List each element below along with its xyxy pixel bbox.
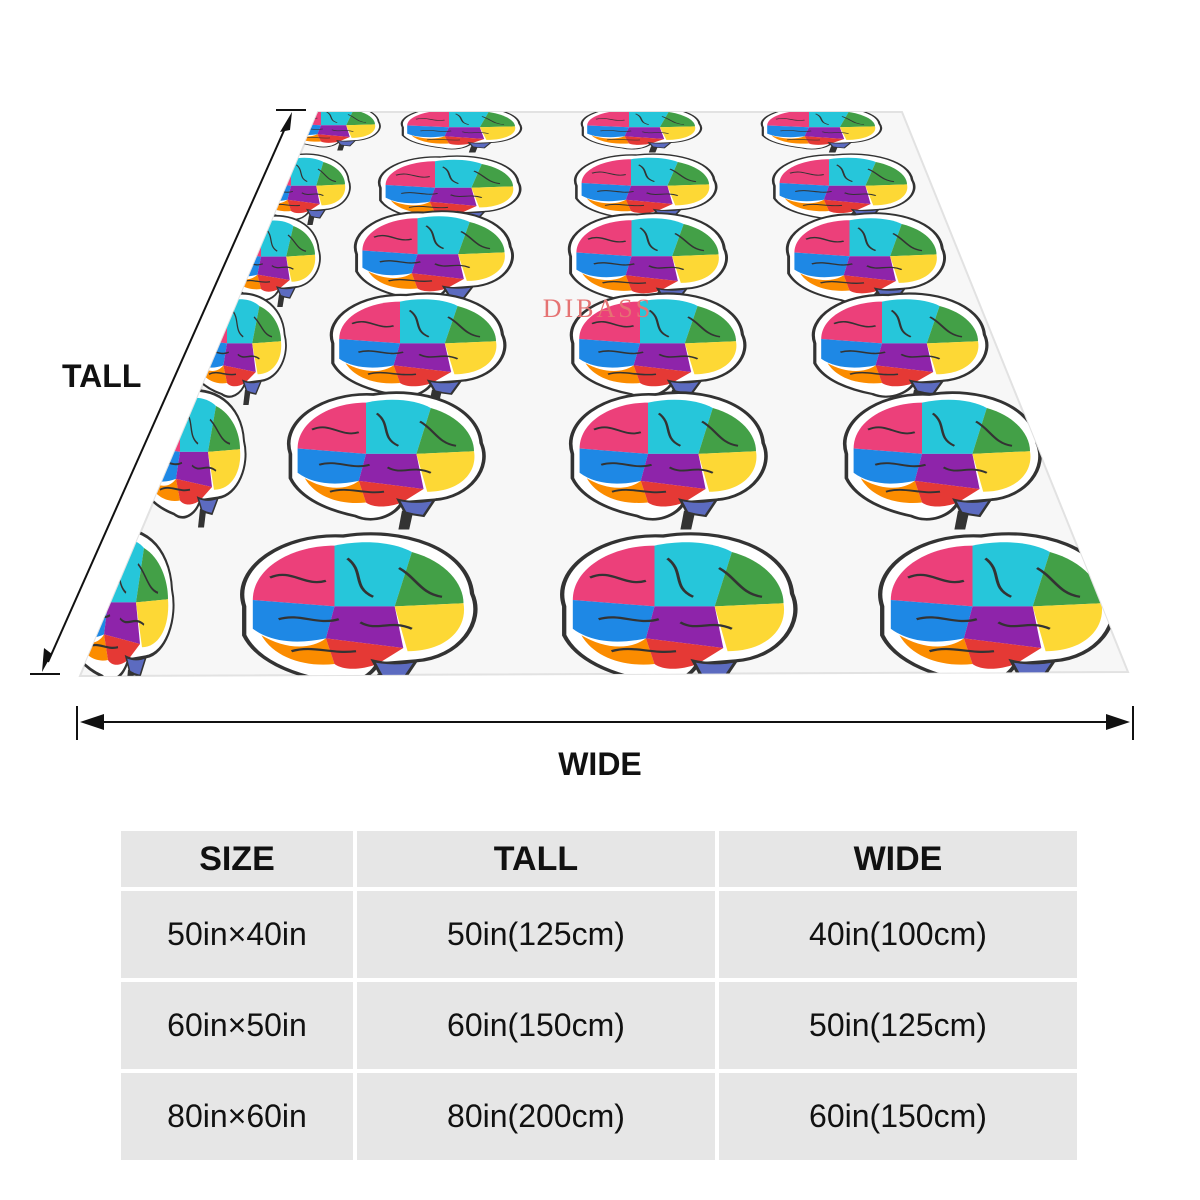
size-table-header-row: SIZE TALL WIDE [121,831,1077,887]
header-wide: WIDE [718,831,1077,887]
wide-cell: 40in(100cm) [718,891,1077,978]
tall-cell: 60in(150cm) [356,982,715,1069]
size-cell: 50in×40in [121,891,353,978]
table-row: 50in×40in 50in(125cm) 40in(100cm) [121,891,1077,978]
tall-cell: 50in(125cm) [356,891,715,978]
watermark: DIBASS [543,294,653,323]
tall-cell: 80in(200cm) [356,1073,715,1160]
wide-dimension-arrow-icon [76,706,1134,740]
wide-cell: 50in(125cm) [718,982,1077,1069]
size-cell: 80in×60in [121,1073,353,1160]
tall-dimension-label: TALL [62,358,142,394]
wide-dimension-label: WIDE [558,746,642,782]
header-tall: TALL [356,831,715,887]
header-size: SIZE [121,831,353,887]
wide-cell: 60in(150cm) [718,1073,1077,1160]
blanket-product-image: DIBASS [30,109,1134,740]
size-table: SIZE TALL WIDE 50in×40in 50in(125cm) 40i… [117,827,1081,1164]
size-cell: 60in×50in [121,982,353,1069]
table-row: 80in×60in 80in(200cm) 60in(150cm) [121,1073,1077,1160]
table-row: 60in×50in 60in(150cm) 50in(125cm) [121,982,1077,1069]
tall-dimension-arrow-icon [30,109,306,675]
